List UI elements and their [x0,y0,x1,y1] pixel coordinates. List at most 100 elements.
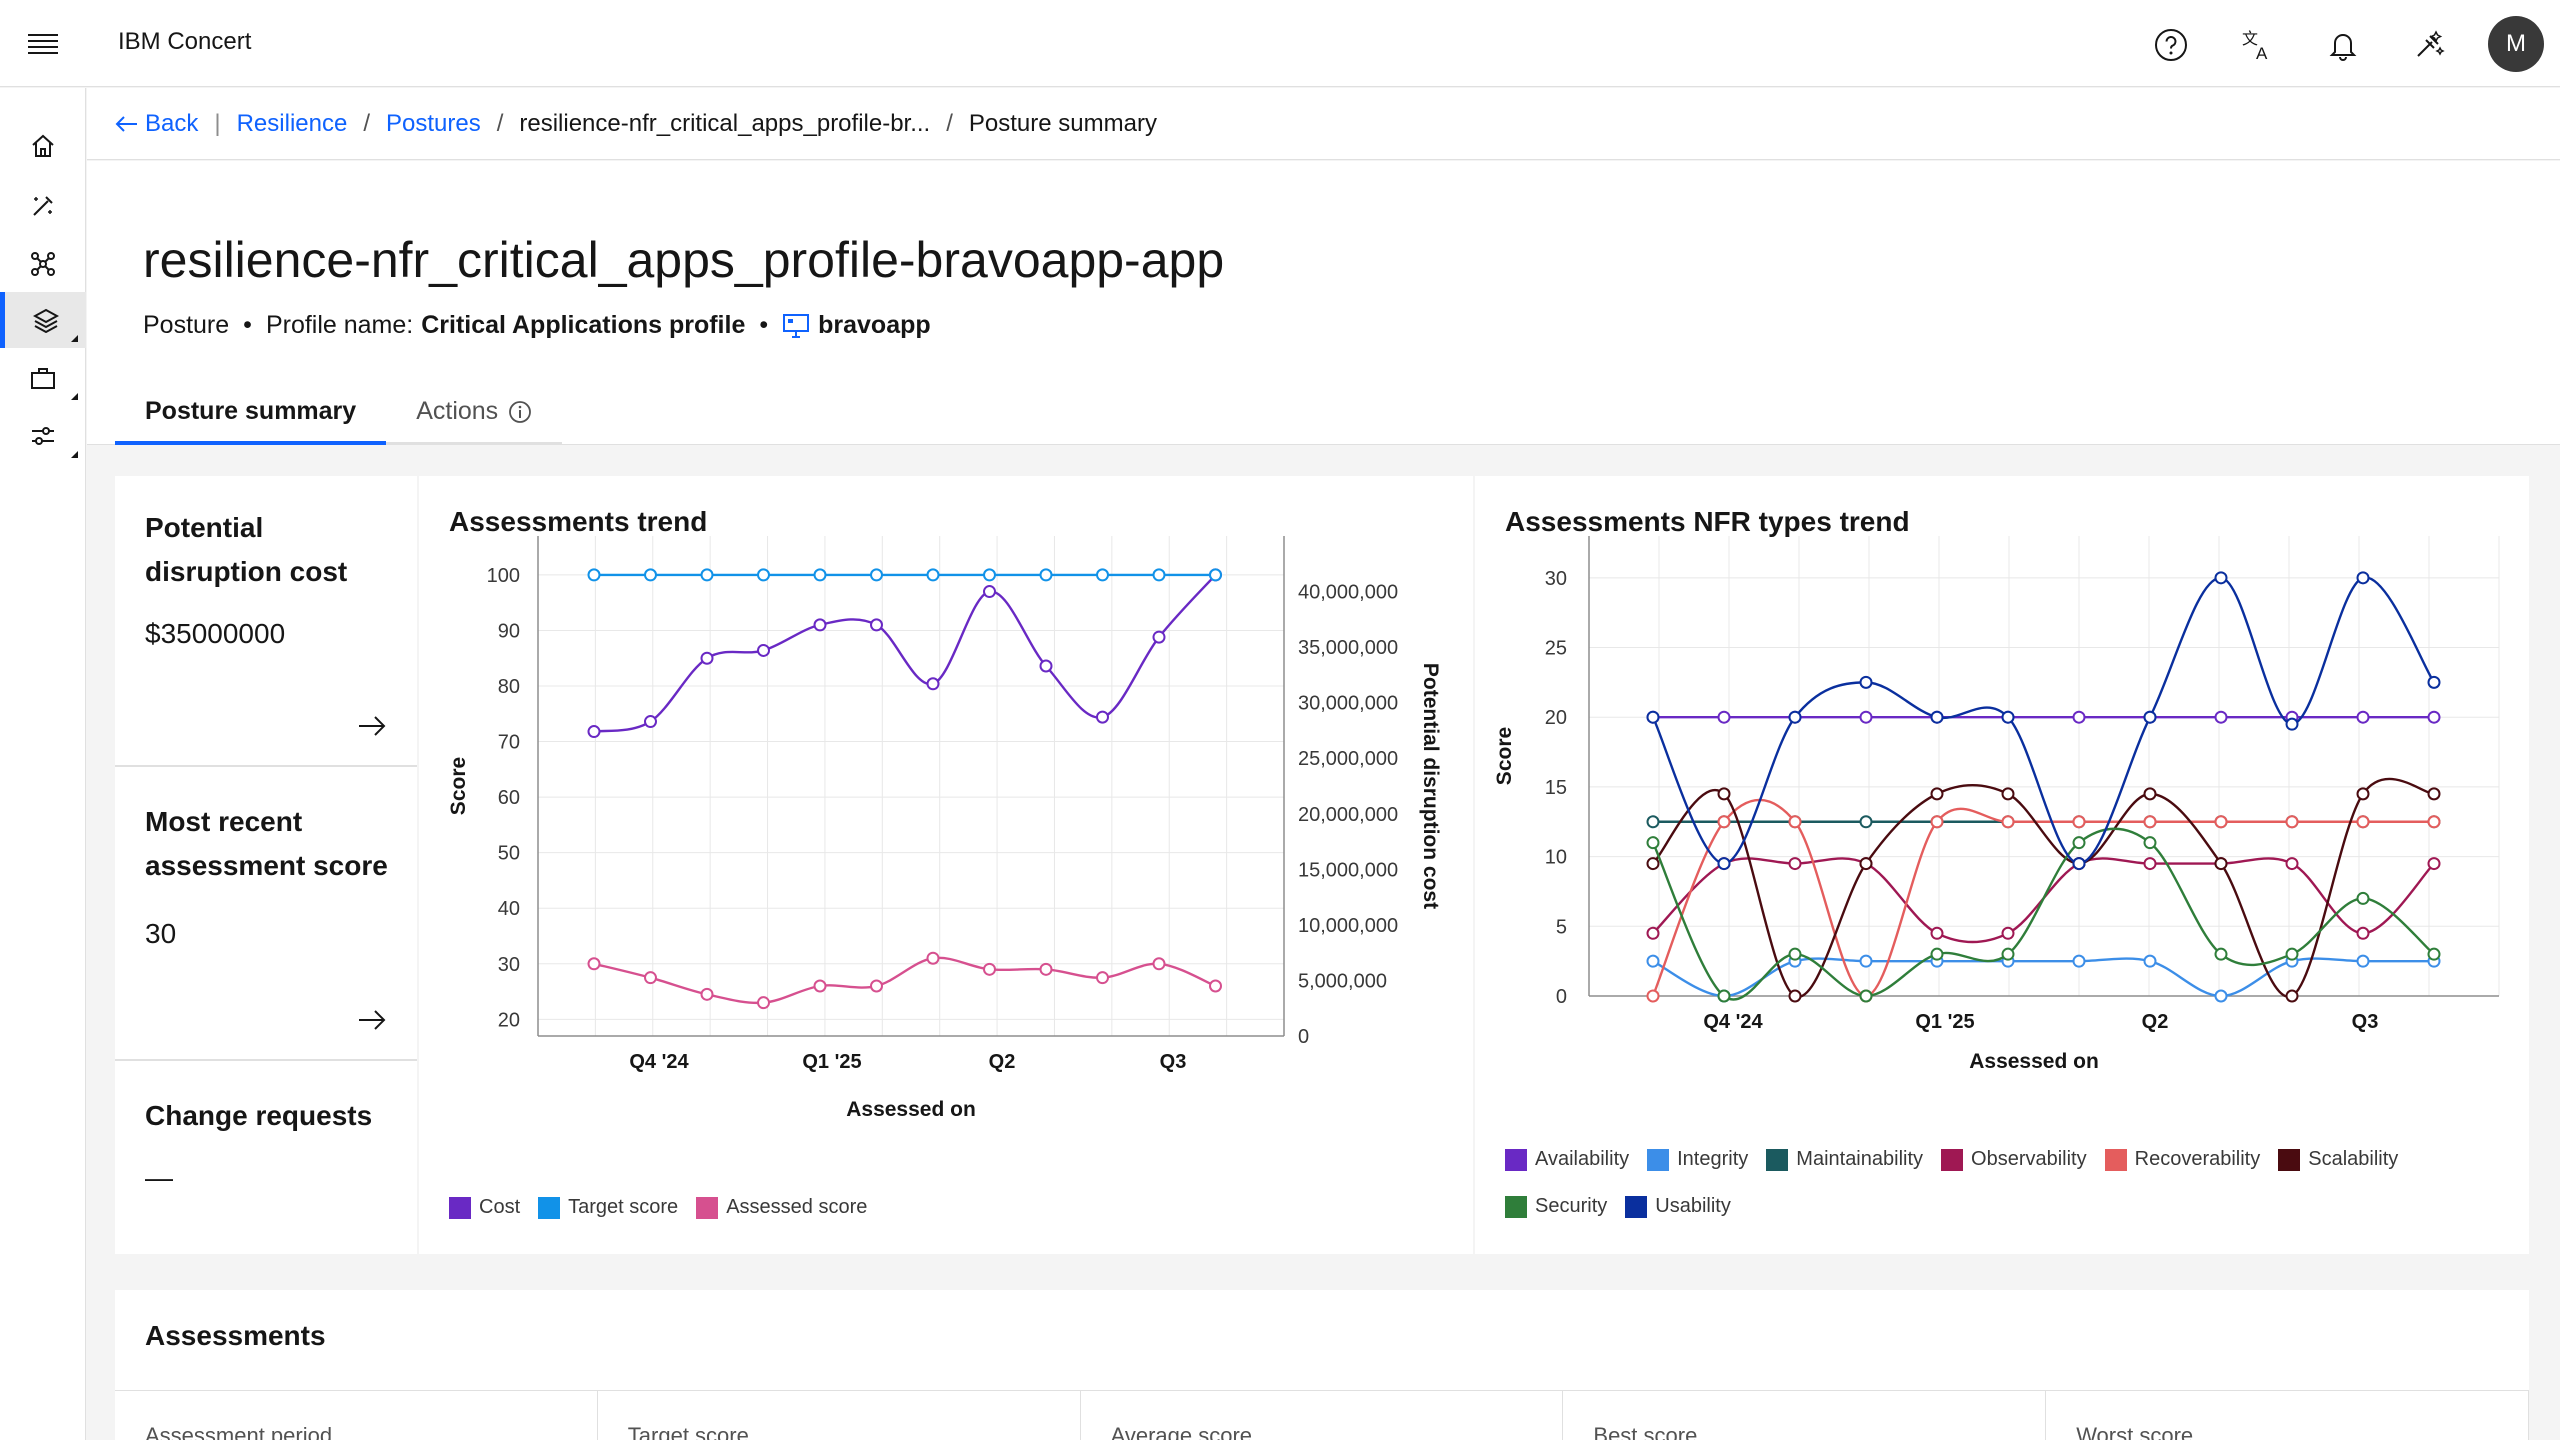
rail-settings-adjust-icon[interactable] [0,408,86,464]
rail-layers-icon[interactable] [0,292,86,348]
rail-magic-wand-icon[interactable] [0,178,86,234]
help-icon[interactable] [2148,22,2194,68]
breadcrumb-current: Posture summary [968,109,1157,137]
data-point [2427,815,2441,829]
profile-name: Critical Applications profile [421,311,746,339]
legend-item[interactable]: Usability [1625,1195,1731,1218]
legend-swatch [1766,1148,1789,1171]
legend-item[interactable]: Maintainability [1766,1148,1923,1171]
data-point [2285,815,2299,829]
data-point [983,585,996,599]
y2-tick-label: 30,000,000 [1298,693,1398,715]
y-axis-label: Score [447,757,470,815]
data-point [2143,787,2157,801]
y-tick-label: 25 [1545,638,1567,660]
arrow-right-icon[interactable] [357,714,387,738]
data-point [1788,710,1802,724]
legend-item[interactable]: Assessed score [696,1196,867,1219]
data-point [2001,815,2015,829]
data-point [1096,710,1109,724]
data-point [2072,836,2086,850]
column-header: Worst score [2046,1391,2529,1440]
chart-legend: Cost Target score Assessed score [449,1196,1429,1243]
breadcrumb-posture[interactable]: resilience-nfr_critical_apps_profile-br.… [519,109,931,137]
tab-posture-summary[interactable]: Posture summary [115,381,387,445]
info-icon[interactable] [508,400,532,424]
legend-item[interactable]: Scalability [2278,1148,2398,1171]
y-tick-label: 70 [498,732,520,754]
column-header: Best score [1563,1391,2047,1440]
data-point [2427,787,2441,801]
data-point [1152,630,1166,644]
data-point [1930,787,1944,801]
hamburger-menu-icon[interactable] [20,22,66,68]
breadcrumb-resilience[interactable]: Resilience [236,109,348,137]
tab-actions[interactable]: Actions [386,381,563,445]
legend-item[interactable]: Recoverability [2104,1148,2260,1171]
expand-corner-icon [71,451,78,458]
breadcrumb-postures[interactable]: Postures [385,109,481,137]
legend-swatch [1505,1148,1527,1171]
assessments-trend-card: Assessments trend 20 30 40 50 60 70 80 90 100 0 5,… [419,476,1473,1254]
data-point [1039,659,1053,673]
y-tick-label: 15 [1545,777,1567,799]
legend-swatch [696,1196,719,1219]
data-point [1859,989,1873,1003]
breadcrumb-divider: | [214,109,221,137]
y2-tick-label: 5,000,000 [1298,970,1387,992]
series-line-assessed-score [593,956,1216,1005]
rail-home-icon[interactable] [0,118,86,174]
data-point [2356,891,2370,905]
data-point [1717,815,1731,829]
y2-tick-label: 35,000,000 [1298,637,1398,659]
chart-title: Assessments NFR types trend [1505,506,1910,537]
rail-briefcase-icon[interactable] [0,350,86,406]
data-point [2072,857,2086,871]
data-point [926,568,940,582]
data-point [1717,989,1731,1003]
breadcrumb: Back | Resilience / Postures / resilienc… [87,88,2560,160]
legend-item[interactable]: Integrity [1647,1148,1748,1171]
data-point [1209,568,1222,582]
legend-swatch [1647,1148,1670,1171]
app-brand[interactable]: IBM Concert [118,28,252,55]
legend-item[interactable]: Target score [538,1196,678,1219]
data-point [813,618,827,632]
data-point [926,951,940,965]
y2-tick-label: 25,000,000 [1298,748,1398,770]
y-tick-label: 40 [498,898,520,920]
legend-label: Cost [479,1196,521,1218]
data-point [644,568,657,582]
y-tick-label: 50 [498,843,520,865]
legend-swatch [2104,1148,2127,1171]
data-point [1209,979,1222,993]
data-point [2356,571,2370,585]
back-link[interactable]: Back [115,110,198,138]
chart-legend: Availability Integrity Maintainability Obse… [1505,1148,2505,1242]
app-name[interactable]: bravoapp [818,311,931,339]
svg-text:A: A [2256,44,2268,62]
application-icon [783,313,810,338]
user-avatar[interactable]: M [2488,16,2544,72]
y-tick-label: 60 [498,787,520,809]
legend-item[interactable]: Security [1505,1195,1607,1218]
data-point [983,568,996,582]
data-point [1930,815,1944,829]
legend-item[interactable]: Availability [1505,1148,1629,1171]
page-header: resilience-nfr_critical_apps_profile-bra… [87,161,2560,445]
legend-item[interactable]: Cost [449,1196,520,1219]
y2-axis-label: Potential disruption cost [1419,663,1442,909]
arrow-right-icon[interactable] [357,1008,387,1032]
notification-icon[interactable] [2320,22,2366,68]
rail-network-icon[interactable] [0,236,86,292]
ai-assistant-icon[interactable] [2406,22,2452,68]
page-meta: Posture • Profile name: Critical Applica… [143,311,931,340]
kpi-title: Most recent assessment score [145,806,388,881]
legend-label: Observability [1971,1148,2087,1170]
arrow-left-icon [115,115,137,132]
legend-swatch [1505,1195,1527,1218]
assessments-section: Assessments Assessment period Target sco… [115,1290,2529,1440]
legend-item[interactable]: Observability [1941,1148,2087,1171]
assessments-trend-chart: 20 30 40 50 60 70 80 90 100 0 5,000,000 10,000,000 1… [447,536,1442,1121]
